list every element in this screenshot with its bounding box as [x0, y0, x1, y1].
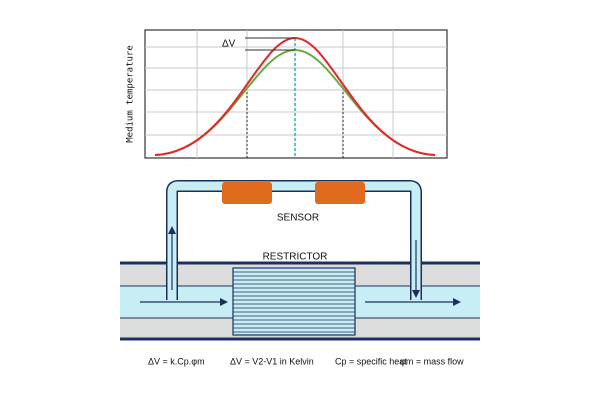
restrictor-label: RESTRICTOR — [263, 252, 328, 263]
arrow-head — [453, 298, 461, 306]
bypass-tube — [167, 181, 421, 300]
arrow-head — [168, 226, 176, 234]
sensor-label: SENSOR — [277, 213, 319, 224]
formula: ΔV = V2-V1 in Kelvin — [230, 356, 314, 366]
restrictor — [232, 267, 356, 336]
arrow-head — [220, 298, 228, 306]
formula: ΔV = k.Cp.φm — [148, 356, 205, 366]
graph-grid — [145, 30, 447, 158]
restrictor-lines — [233, 271, 355, 333]
graph-frame — [144, 29, 448, 159]
formula: Cp = specific heat — [335, 356, 407, 366]
sensor-block — [222, 182, 272, 204]
y-axis-label: Medium temperature — [126, 45, 136, 143]
formula: φm = mass flow — [400, 356, 464, 366]
arrow-head — [412, 290, 420, 298]
sensor-block — [315, 182, 365, 204]
delta-label: ΔV — [222, 39, 236, 50]
